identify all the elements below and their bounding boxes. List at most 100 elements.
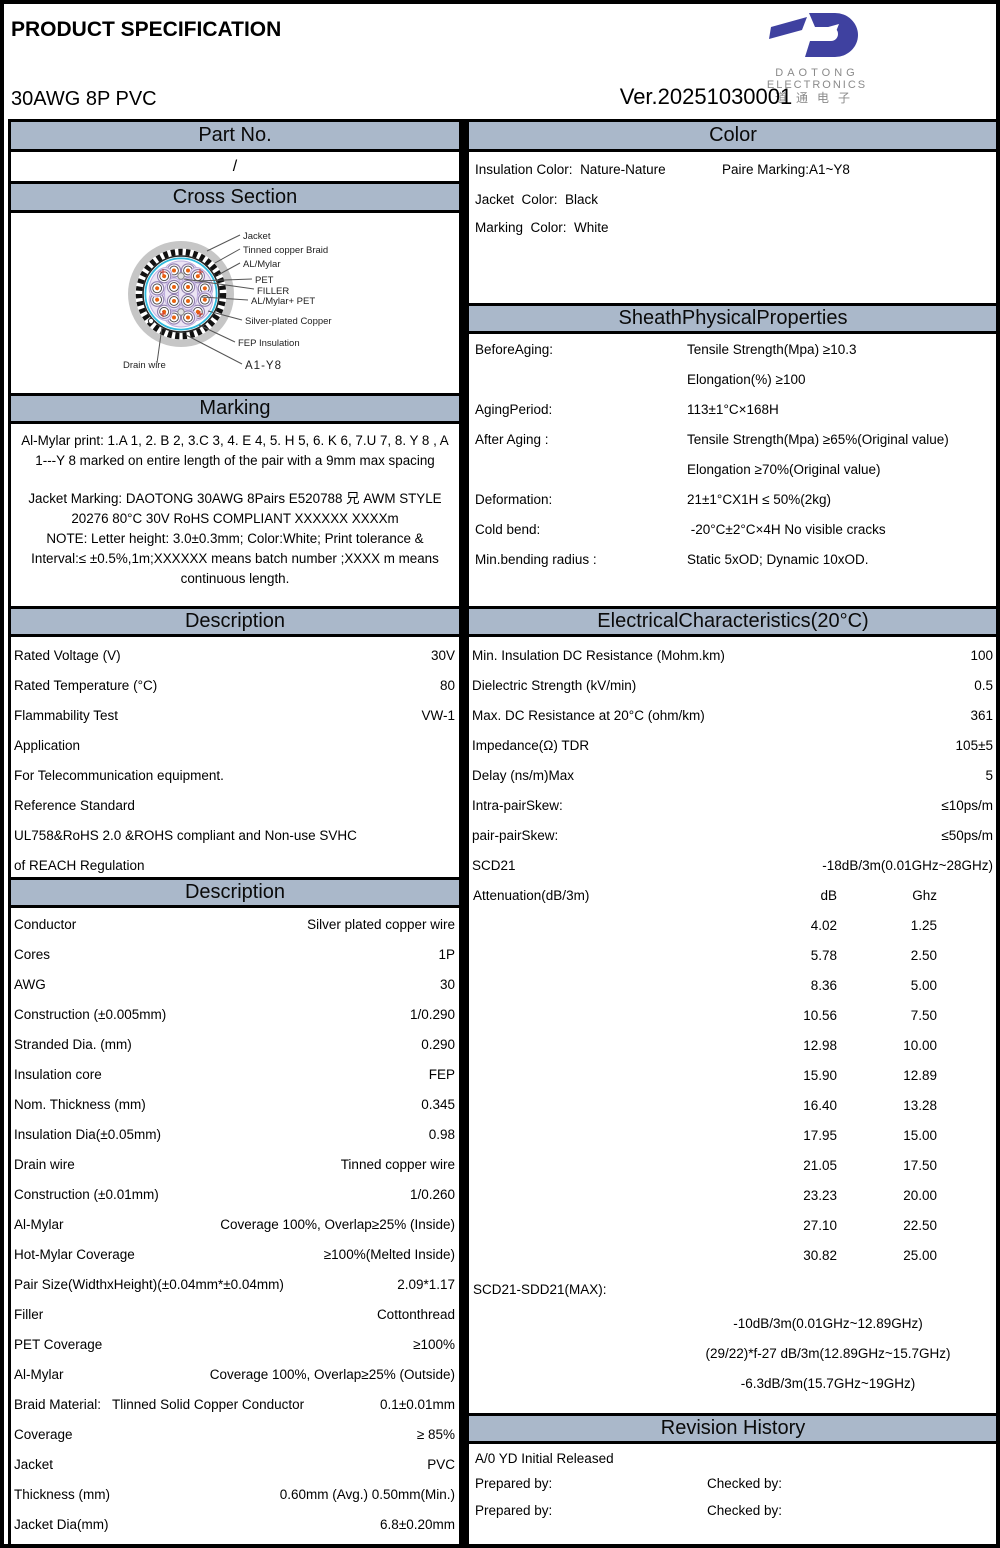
red-cross-marks (160, 269, 203, 317)
row-value: 80 (439, 677, 455, 693)
row-value: Tinned copper wire (340, 1156, 455, 1172)
attenuation-label: Attenuation(dB/3m) (473, 888, 590, 903)
row-value: VW-1 (421, 707, 455, 723)
table-row: Delay (ns/m)Max 5 (469, 760, 996, 790)
row-value: Coverage 100%, Overlap≥25% (Outside) (209, 1366, 455, 1382)
row-label: Impedance(Ω) TDR (472, 737, 590, 753)
row-label: Hot-Mylar Coverage (14, 1246, 135, 1262)
att-ghz: 5.00 (910, 977, 937, 993)
row-value: 30 (439, 976, 455, 992)
att-db: 4.02 (810, 917, 837, 933)
row-label: Al-Mylar (14, 1216, 64, 1232)
electrical-cell: Min. Insulation DC Resistance (Mohm.km) 1… (466, 634, 996, 1416)
attenuation-row: 4.02 1.25 (469, 910, 996, 940)
table-row: AWG 30 (11, 969, 459, 999)
scd21-sdd21-label: SCD21-SDD21(MAX): (473, 1281, 607, 1297)
section-header-sheath: SheathPhysicalProperties (466, 303, 996, 334)
table-row: Construction (±0.005mm) 1/0.290 (11, 999, 459, 1029)
att-db: 12.98 (803, 1037, 837, 1053)
attenuation-row: 27.10 22.50 (469, 1210, 996, 1240)
row-value: ≤50ps/m (941, 827, 993, 843)
row-label: Construction (±0.01mm) (14, 1186, 159, 1202)
attenuation-header-row: Attenuation(dB/3m) dB Ghz (469, 880, 996, 910)
al-mylar-print-text: Al-Mylar print: 1.A 1, 2. B 2, 3.C 3, 4.… (21, 433, 449, 468)
att-ghz: 1.25 (910, 917, 937, 933)
table-row: Conductor Silver plated copper wire (11, 909, 459, 939)
table-row: Insulation Dia(±0.05mm) 0.98 (11, 1119, 459, 1149)
section-header-electrical: ElectricalCharacteristics(20°C) (466, 606, 996, 637)
att-db: 27.10 (803, 1217, 837, 1233)
attenuation-row: 30.82 25.00 (469, 1240, 996, 1270)
att-db: 15.90 (803, 1067, 837, 1083)
row-label: Reference Standard (14, 797, 135, 813)
company-logo: DAOTONG ELECTRONICS 道通电子 (732, 10, 902, 105)
att-ghz: 17.50 (903, 1157, 937, 1173)
row-label: Application (14, 737, 81, 753)
table-row: Dielectric Strength (kV/min) 0.5 (469, 670, 996, 700)
section-header-color: Color (466, 119, 996, 152)
section-header-description-1: Description (8, 606, 462, 637)
cable-cross-section-diagram: Jacket Tinned copper Braid AL/Mylar PET … (123, 231, 332, 372)
filler-wire (177, 308, 185, 316)
table-row: Application (11, 730, 459, 760)
row-label: Al-Mylar (14, 1366, 64, 1382)
table-row: Nom. Thickness (mm) 0.345 (11, 1089, 459, 1119)
row-value: Silver plated copper wire (307, 916, 455, 932)
table-row: Elongation ≥70%(Original value) (469, 454, 996, 484)
table-row: Intra-pairSkew: ≤10ps/m (469, 790, 996, 820)
right-column: Color Insulation Color: Nature-Nature Pa… (466, 119, 996, 1544)
row-label: AWG (14, 976, 46, 992)
row-value: 0.1±0.01mm (380, 1396, 455, 1412)
description-1-cell: Rated Voltage (V) 30V Rated Temperature (… (8, 634, 462, 880)
att-ghz: 12.89 (903, 1067, 937, 1083)
table-row: Rated Voltage (V) 30V (11, 640, 459, 670)
row-label: of REACH Regulation (14, 857, 145, 873)
table-row: Rated Temperature (°C) 80 (11, 670, 459, 700)
row-value: Elongation(%) ≥100 (687, 371, 806, 387)
table-row: Pair Size(WidthxHeight)(±0.04mm*±0.04mm)… (11, 1269, 459, 1299)
row-value: Tensile Strength(Mpa) ≥10.3 (687, 341, 857, 357)
row-value: 30V (430, 647, 455, 663)
attenuation-col-ghz: Ghz (912, 887, 937, 903)
att-db: 30.82 (803, 1247, 837, 1263)
att-ghz: 10.00 (903, 1037, 937, 1053)
att-ghz: 22.50 (903, 1217, 937, 1233)
color-row-marking: Marking Color: White (469, 214, 996, 240)
table-row: Elongation(%) ≥100 (469, 364, 996, 394)
attenuation-row: 8.36 5.00 (469, 970, 996, 1000)
table-row: Hot-Mylar Coverage ≥100%(Melted Inside) (11, 1239, 459, 1269)
diagram-label-filler: FILLER (257, 286, 289, 297)
attenuation-row: 10.56 7.50 (469, 1000, 996, 1030)
row-label: Cold bend: (475, 521, 541, 537)
jacket-color-label: Jacket Color: (475, 191, 566, 207)
part-no-value: / (8, 149, 462, 184)
scd21-sdd21-value: (29/22)*f-27 dB/3m(12.89GHz~15.7GHz) (705, 1345, 951, 1361)
version-number: Ver.20251030001 (619, 84, 793, 109)
row-value: 1/0.260 (409, 1186, 455, 1202)
row-label: UL758&RoHS 2.0 &ROHS compliant and Non-u… (14, 827, 357, 843)
diagram-label-braid: Tinned copper Braid (243, 245, 328, 256)
table-row: Jacket Dia(mm) 6.8±0.20mm (11, 1509, 459, 1539)
row-value: Tensile Strength(Mpa) ≥65%(Original valu… (687, 431, 949, 447)
sheath-cell: BeforeAging: Tensile Strength(Mpa) ≥10.3 … (466, 331, 996, 609)
product-name: 30AWG 8P PVC (11, 88, 157, 110)
row-label: Insulation core (14, 1066, 102, 1082)
table-row: Flammability Test VW-1 (11, 700, 459, 730)
diagram-label-pet: PET (255, 275, 274, 286)
att-db: 10.56 (803, 1007, 837, 1023)
table-row: Coverage ≥ 85% (11, 1419, 459, 1449)
row-value: 113±1°C×168H (687, 401, 779, 417)
att-ghz: 25.00 (903, 1247, 937, 1263)
table-row: Construction (±0.01mm) 1/0.260 (11, 1179, 459, 1209)
daotong-logo-icon (769, 13, 858, 57)
section-header-revision: Revision History (466, 1413, 996, 1444)
row-label: Nom. Thickness (mm) (14, 1096, 146, 1112)
row-label: BeforeAging: (475, 341, 554, 357)
jacket-color-value: Black (565, 191, 599, 207)
diagram-label-drain-wire: Drain wire (123, 360, 166, 371)
row-label: Braid Material: Tlinned Solid Copper Con… (14, 1396, 305, 1412)
attenuation-row: 5.78 2.50 (469, 940, 996, 970)
table-row: Drain wire Tinned copper wire (11, 1149, 459, 1179)
row-value: Coverage 100%, Overlap≥25% (Inside) (220, 1216, 455, 1232)
